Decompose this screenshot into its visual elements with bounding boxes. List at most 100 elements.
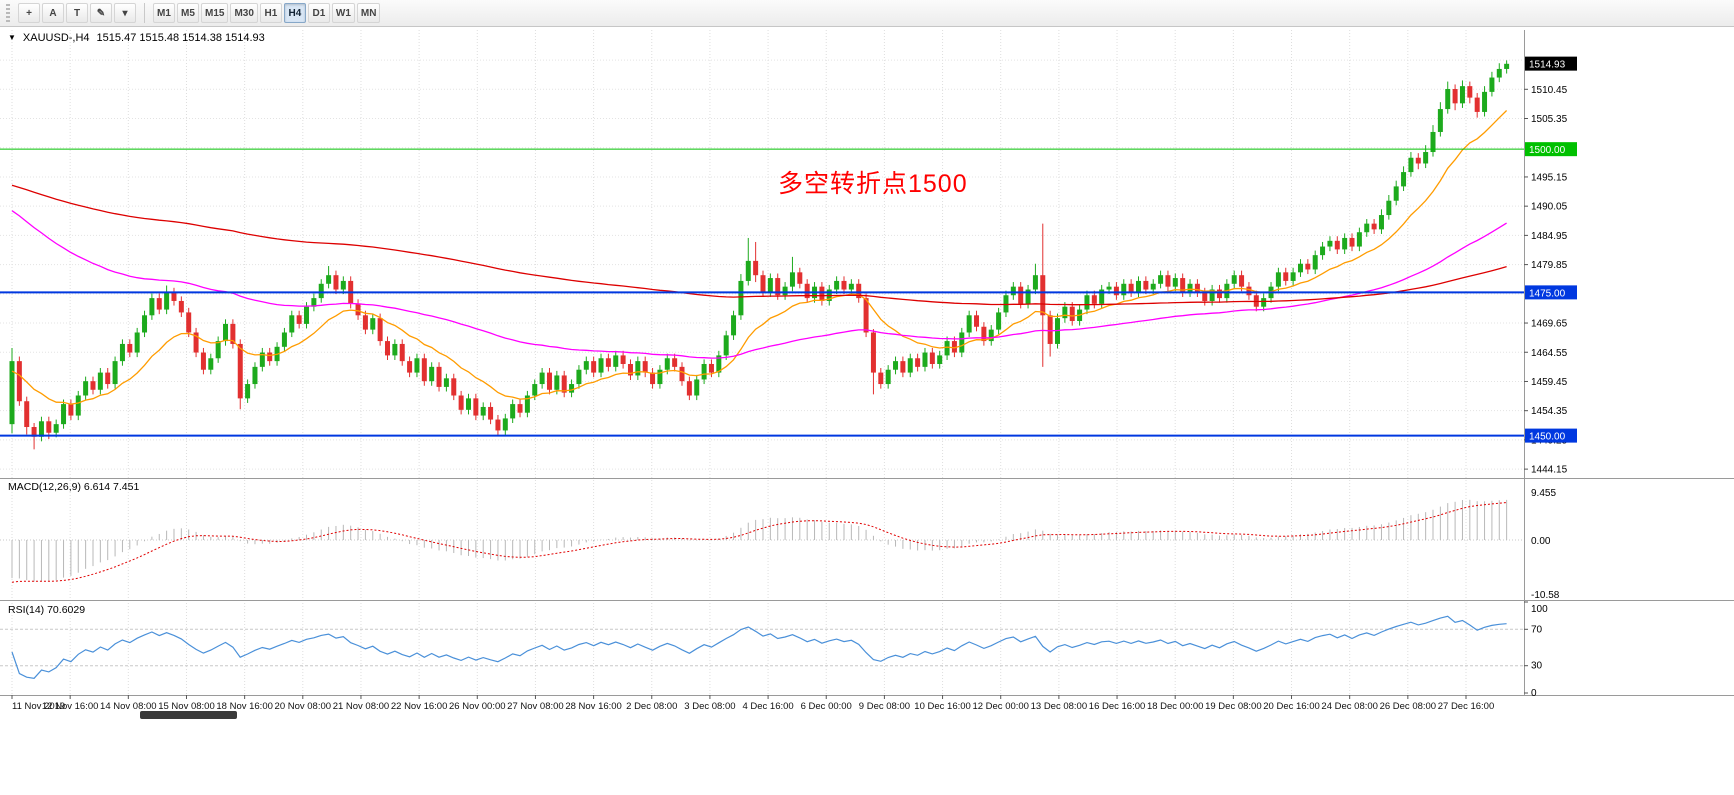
candle-body — [635, 361, 641, 376]
symbol-marker-icon: ▼ — [8, 33, 16, 42]
candle-body — [119, 343, 125, 362]
crosshair-tool-button[interactable]: + — [18, 3, 40, 23]
candle-body — [561, 375, 567, 393]
ohlc-values: 1515.47 1515.48 1514.38 1514.93 — [96, 32, 265, 44]
candle-body — [326, 275, 332, 284]
candle-body — [1474, 97, 1480, 112]
candle-body — [340, 280, 346, 290]
toolbar-separator — [144, 3, 145, 23]
candle-body — [804, 283, 810, 299]
candle-body — [465, 398, 471, 410]
candle-body — [1099, 289, 1105, 304]
candle-body — [134, 332, 140, 353]
candle-body — [1069, 306, 1075, 322]
timeframe-button-m5[interactable]: M5 — [177, 3, 199, 23]
candle-body — [156, 298, 162, 310]
candle-body — [488, 406, 494, 420]
candle-body — [1378, 215, 1384, 230]
candle-body — [1121, 283, 1127, 296]
rsi-axis-label: 70 — [1531, 624, 1543, 635]
price-axis-label: 1495.15 — [1531, 172, 1568, 183]
candle-body — [1062, 306, 1068, 319]
timeframe-button-h4[interactable]: H4 — [283, 3, 306, 23]
price-axis-label: 1444.15 — [1531, 465, 1568, 476]
candle-body — [1393, 186, 1399, 201]
candle-body — [1032, 275, 1038, 290]
candle-body — [605, 358, 611, 367]
candle-body — [1356, 232, 1362, 247]
candle-body — [789, 272, 795, 287]
hline-badge — [1525, 285, 1577, 300]
candle-body — [1246, 286, 1252, 296]
time-axis-label: 24 Dec 08:00 — [1321, 701, 1378, 712]
timeframe-button-h1[interactable]: H1 — [259, 3, 282, 23]
price-axis-label: 1454.35 — [1531, 406, 1568, 417]
text-tool-button[interactable]: T — [66, 3, 88, 23]
candle-body — [1437, 109, 1443, 132]
hline-badge-text: 1450.00 — [1529, 432, 1566, 443]
timeframe-button-mn[interactable]: MN — [356, 3, 381, 23]
candle-body — [929, 352, 935, 364]
bottom-bar-tab[interactable] — [140, 711, 237, 719]
candle-body — [9, 361, 15, 425]
candle-body — [1187, 283, 1193, 293]
candle-body — [576, 369, 582, 385]
time-axis-label: 12 Dec 00:00 — [972, 701, 1029, 712]
candle-body — [870, 332, 876, 373]
macd-label: MACD(12,26,9) 6.614 7.451 — [8, 481, 140, 493]
candle-body — [848, 283, 854, 290]
candle-body — [200, 352, 206, 370]
candle-body — [1415, 157, 1421, 164]
candle-body — [974, 315, 980, 327]
time-axis-label: 22 Nov 16:00 — [391, 701, 448, 712]
candle-body — [1025, 289, 1031, 304]
time-axis-label: 18 Dec 00:00 — [1147, 701, 1204, 712]
candle-body — [392, 343, 398, 356]
candle-body — [164, 292, 170, 310]
macd-signal-line — [11, 502, 1507, 583]
arrow-tool-button[interactable]: A — [42, 3, 64, 23]
timeframe-button-w1[interactable]: W1 — [331, 3, 355, 23]
candle-body — [1504, 63, 1510, 69]
candle-body — [1150, 283, 1156, 290]
drawing-tools-dropdown[interactable]: ▾ — [114, 3, 136, 23]
candle-body — [1445, 89, 1451, 110]
drawing-tools-button[interactable]: ✎ — [90, 3, 112, 23]
candle-body — [90, 381, 96, 390]
time-axis-label: 6 Dec 00:00 — [801, 701, 852, 712]
candle-body — [819, 286, 825, 301]
candle-body — [1386, 200, 1392, 216]
hline-badge-text: 1500.00 — [1529, 145, 1566, 156]
candle-body — [370, 318, 376, 330]
macd-axis-label-zero: 0.00 — [1531, 536, 1551, 547]
candle-body — [1489, 77, 1495, 92]
candle-body — [760, 275, 766, 293]
time-axis-label: 13 Dec 08:00 — [1031, 701, 1088, 712]
candle-body — [1459, 86, 1465, 104]
timeframe-button-d1[interactable]: D1 — [307, 3, 330, 23]
timeframe-button-m30[interactable]: M30 — [230, 3, 258, 23]
candle-body — [245, 384, 251, 399]
candle-body — [267, 352, 273, 362]
candle-body — [524, 395, 530, 413]
price-axis-label: 1464.55 — [1531, 348, 1568, 359]
candle-body — [657, 369, 663, 385]
candle-body — [686, 381, 692, 396]
time-axis-label: 21 Nov 08:00 — [333, 701, 390, 712]
timeframe-button-m1[interactable]: M1 — [153, 3, 175, 23]
candle-body — [679, 366, 685, 382]
candle-body — [208, 358, 214, 370]
candle-body — [502, 418, 508, 431]
toolbar-drag-handle[interactable] — [6, 4, 10, 22]
candle-body — [1334, 240, 1340, 250]
candle-body — [546, 372, 552, 390]
candle-body — [458, 395, 464, 410]
timeframe-button-m15[interactable]: M15 — [201, 3, 229, 23]
candle-body — [1136, 280, 1141, 293]
chart-canvas[interactable]: 1510.45 1505.35 1495.15 1490.05 1484.95 1479.… — [0, 28, 1734, 715]
candle-body — [1305, 263, 1311, 270]
price-annotation-text[interactable]: 多空转折点1500 — [778, 170, 968, 198]
candle-body — [1040, 275, 1046, 316]
candle-body — [716, 355, 722, 373]
